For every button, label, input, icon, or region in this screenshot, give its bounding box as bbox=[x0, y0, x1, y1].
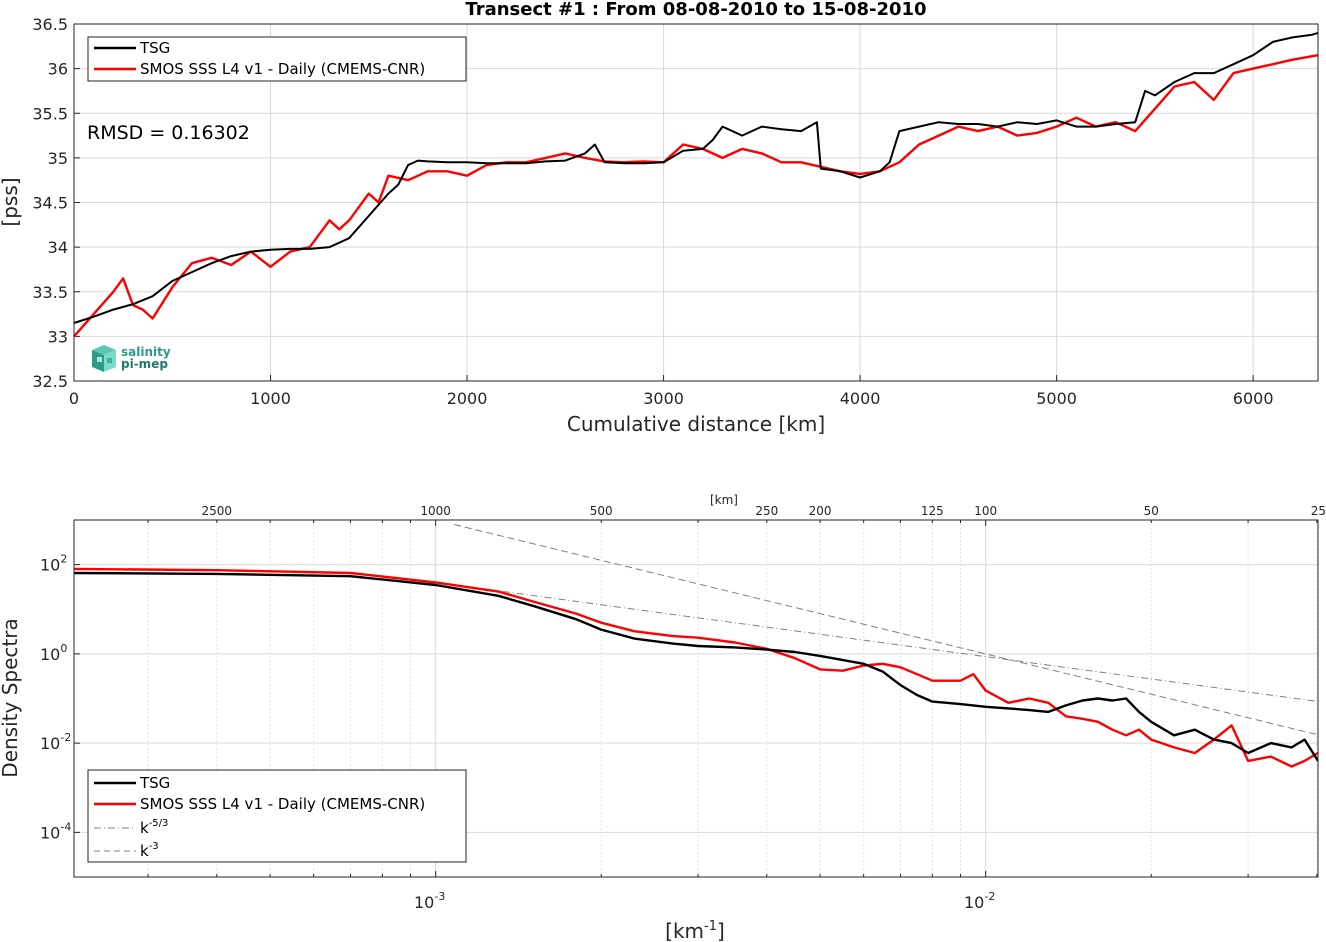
bottom-x-tick-labels: 10-3 10-2 bbox=[414, 890, 995, 912]
top-y-tick-label: 36.5 bbox=[32, 15, 68, 34]
top-x-axis-label: Cumulative distance [km] bbox=[567, 412, 825, 436]
bottom-y-tick-base: 10 bbox=[40, 645, 60, 664]
bottom-y-tick-label: 100 bbox=[40, 642, 67, 664]
bottom-y-tick-base: 10 bbox=[40, 556, 60, 575]
bottom-y-tick-label: 10-4 bbox=[40, 820, 71, 842]
top-y-tick-label: 33.5 bbox=[32, 283, 68, 302]
bottom-x-axis-label-end: ] bbox=[717, 919, 725, 942]
bottom-legend-k3-label: k-3 bbox=[140, 841, 159, 860]
bottom-series-layer bbox=[74, 524, 1318, 768]
top-km-tick-label: 100 bbox=[974, 504, 997, 518]
bottom-legend-smos-label: SMOS SSS L4 v1 - Daily (CMEMS-CNR) bbox=[140, 795, 425, 813]
top-y-tick-label: 34.5 bbox=[32, 194, 68, 213]
bottom-legend-k3-sup: -3 bbox=[149, 841, 159, 852]
top-x-tick-labels: 0 1000 2000 3000 4000 5000 6000 bbox=[69, 389, 1274, 408]
top-x-tick-label: 6000 bbox=[1233, 389, 1274, 408]
bottom-y-tick-base: 10 bbox=[40, 734, 60, 753]
bottom-legend-k3-main: k bbox=[140, 842, 149, 860]
bottom-y-tick-base: 10 bbox=[40, 823, 60, 842]
top-y-tick-label: 33 bbox=[48, 327, 68, 346]
top-km-tick-label: 200 bbox=[809, 504, 832, 518]
bottom-x-axis-label: [km-1] bbox=[665, 919, 725, 942]
bottom-legend-tsg-label: TSG bbox=[139, 774, 170, 792]
top-km-axis-title: [km] bbox=[710, 493, 738, 507]
top-y-axis-label: [pss] bbox=[0, 177, 22, 226]
top-series-layer bbox=[73, 31, 1319, 338]
bottom-legend: TSG SMOS SSS L4 v1 - Daily (CMEMS-CNR) k… bbox=[87, 769, 467, 863]
bottom-x-tick-base: 10 bbox=[964, 893, 984, 912]
top-km-tick-label: 50 bbox=[1144, 504, 1159, 518]
bottom-legend-k53-main: k bbox=[140, 819, 149, 837]
top-y-tick-label: 34 bbox=[48, 238, 68, 257]
bottom-x-axis-label-main: [km bbox=[665, 919, 704, 942]
bottom-x-tick-exp: -2 bbox=[984, 890, 995, 903]
top-km-tick-label: 500 bbox=[590, 504, 613, 518]
top-legend-smos-label: SMOS SSS L4 v1 - Daily (CMEMS-CNR) bbox=[140, 60, 425, 78]
top-y-tick-label: 35 bbox=[48, 149, 68, 168]
bottom-y-tick-exp: -4 bbox=[60, 820, 71, 833]
pimep-logo-text-2: pi-mep bbox=[121, 357, 168, 371]
top-legend-tsg-label: TSG bbox=[139, 39, 170, 57]
top-km-tick-label: 2500 bbox=[202, 504, 233, 518]
bottom-y-tick-label: 10-2 bbox=[40, 731, 71, 753]
bottom-series-smos-line bbox=[74, 567, 1318, 768]
top-x-tick-label: 5000 bbox=[1036, 389, 1077, 408]
bottom-x-tick-base: 10 bbox=[414, 893, 434, 912]
pimep-logo: salinity pi-mep bbox=[92, 345, 171, 372]
bottom-grid bbox=[74, 520, 1318, 877]
bottom-legend-k53-sup: -5/3 bbox=[149, 818, 169, 829]
top-y-tick-label: 36 bbox=[48, 60, 68, 79]
rmsd-annotation: RMSD = 0.16302 bbox=[87, 122, 250, 144]
bottom-y-tick-exp: 0 bbox=[60, 642, 67, 655]
bottom-x-tick-label: 10-2 bbox=[964, 890, 995, 912]
top-y-tick-label: 35.5 bbox=[32, 104, 68, 123]
top-y-tick-label: 32.5 bbox=[32, 372, 68, 391]
bottom-plot-frame bbox=[73, 519, 1319, 878]
top-series-tsg-line bbox=[73, 31, 1319, 324]
top-km-tick-label: 250 bbox=[755, 504, 778, 518]
bottom-x-tick-label: 10-3 bbox=[414, 890, 445, 912]
bottom-series-k3-line bbox=[453, 524, 1318, 736]
top-km-tick-label: 1000 bbox=[420, 504, 451, 518]
top-legend: TSG SMOS SSS L4 v1 - Daily (CMEMS-CNR) bbox=[87, 36, 467, 82]
bottom-y-tick-exp: 2 bbox=[60, 553, 67, 566]
bottom-legend-k53-label: k-5/3 bbox=[140, 818, 168, 837]
top-km-axis-labels: 2500 1000 500 250 200 125 100 50 25 bbox=[202, 504, 1326, 518]
bottom-x-axis-label-sup: -1 bbox=[704, 919, 717, 934]
chart-title: Transect #1 : From 08-08-2010 to 15-08-2… bbox=[465, 0, 926, 20]
top-km-tick-label: 125 bbox=[921, 504, 944, 518]
top-x-tick-label: 4000 bbox=[840, 389, 881, 408]
bottom-y-tick-exp: -2 bbox=[60, 731, 71, 744]
top-km-tick-label: 25 bbox=[1311, 504, 1326, 518]
top-plot-frame bbox=[73, 23, 1319, 382]
bottom-x-tick-exp: -3 bbox=[434, 890, 445, 903]
bottom-y-axis-label: Density Spectra bbox=[0, 618, 22, 777]
top-legend-box bbox=[87, 36, 467, 82]
bottom-series-tsg-line bbox=[74, 571, 1318, 762]
bottom-legend-box bbox=[87, 769, 467, 863]
pimep-logo-icon bbox=[92, 345, 116, 372]
top-x-tick-label: 1000 bbox=[250, 389, 291, 408]
top-x-tick-label: 2000 bbox=[447, 389, 488, 408]
bottom-y-tick-label: 102 bbox=[40, 553, 67, 575]
pimep-logo-text-1: salinity bbox=[121, 345, 171, 359]
top-x-tick-label: 3000 bbox=[643, 389, 684, 408]
transect-chart: Transect #1 : From 08-08-2010 to 15-08-2… bbox=[0, 0, 1319, 436]
top-x-tick-label: 0 bbox=[69, 389, 79, 408]
top-y-tick-labels: 32.5 33 33.5 34 34.5 35 35.5 36 36.5 bbox=[32, 15, 68, 391]
